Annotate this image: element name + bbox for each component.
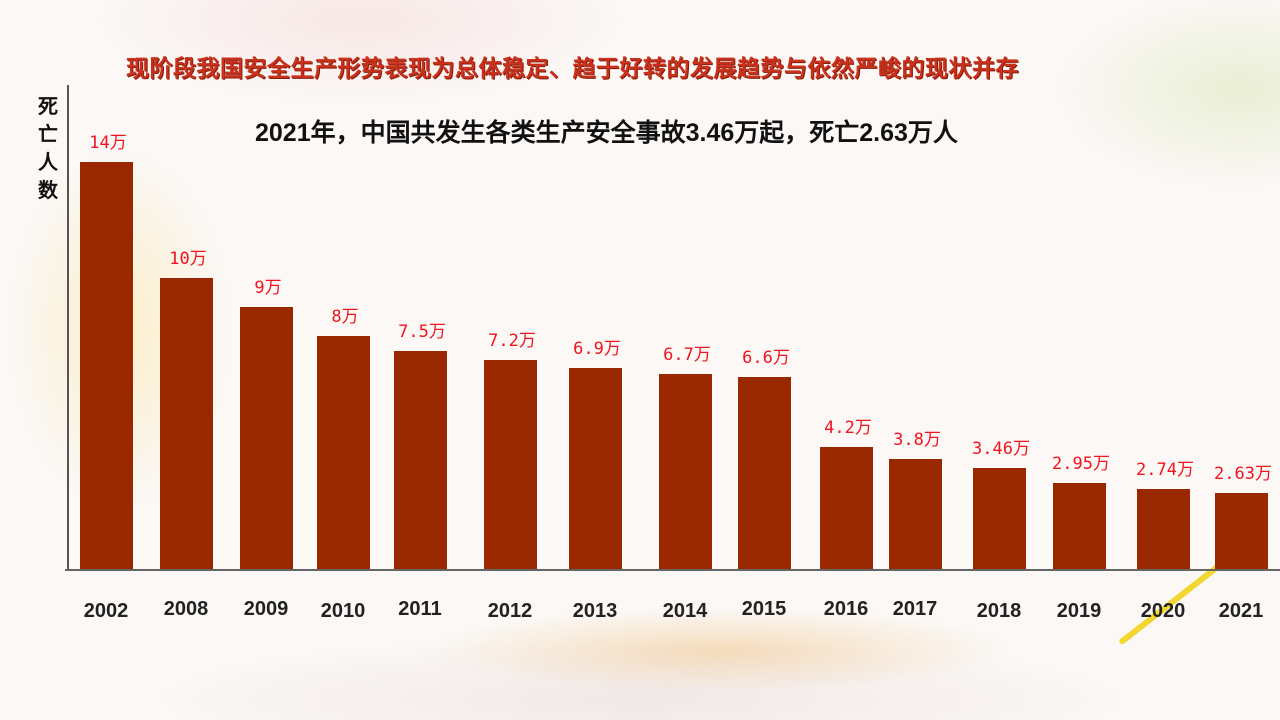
bar-2012 [483,359,537,569]
x-tick-label: 2012 [487,600,533,622]
x-tick-label: 2014 [662,600,708,622]
bar-2020 [1136,489,1190,569]
bar-2014 [658,374,712,569]
bar-2018 [972,468,1026,569]
bar-value-label: 9万 [254,278,282,299]
bar-value-label: 6.9万 [573,339,621,360]
bar-value-label: 3.8万 [893,429,941,450]
x-tick-label: 2015 [741,598,787,620]
x-tick-label: 2017 [892,598,938,620]
bar-2021 [1214,492,1268,569]
x-tick-label: 2002 [83,600,129,622]
bar-value-label: 4.2万 [824,417,872,438]
x-tick-label: 2019 [1056,600,1102,622]
bar-value-label: 2.74万 [1136,460,1194,481]
x-tick-label: 2010 [320,600,366,622]
bar-2010 [316,336,370,569]
bar-value-label: 6.7万 [663,345,711,366]
bar-2011 [393,350,447,569]
bar-2016 [819,446,873,569]
bar-value-label: 10万 [169,249,207,270]
y-axis-label: 死亡人数 [38,94,58,202]
x-tick-label: 2013 [572,600,618,622]
bar-value-label: 7.5万 [398,321,446,342]
bar-2013 [568,368,622,569]
slide-headline: 现阶段我国安全生产形势表现为总体稳定、趋于好转的发展趋势与依然严峻的现状并存 [126,56,1019,82]
y-axis-line [67,85,69,571]
bar-2008 [159,278,213,569]
bar-value-label: 2.95万 [1052,454,1110,475]
x-tick-label: 2021 [1218,600,1264,622]
bar-value-label: 8万 [331,307,359,328]
bar-2009 [239,307,293,569]
bar-2002 [79,162,133,569]
x-tick-label: 2009 [243,598,289,620]
bar-2019 [1052,483,1106,569]
x-axis-line [65,569,1280,571]
bar-2015 [737,377,791,569]
x-tick-label: 2016 [823,598,869,620]
x-tick-label: 2018 [976,600,1022,622]
x-tick-label: 2020 [1140,600,1186,622]
chart-subtitle: 2021年，中国共发生各类生产安全事故3.46万起，死亡2.63万人 [255,119,958,147]
bar-2017 [888,458,942,569]
bar-value-label: 14万 [89,133,127,153]
bar-value-label: 7.2万 [488,330,536,351]
x-tick-label: 2011 [398,598,442,620]
x-tick-label: 2008 [163,598,209,620]
bar-value-label: 2.63万 [1214,463,1272,484]
bar-value-label: 3.46万 [972,439,1030,460]
bar-value-label: 6.6万 [742,348,790,369]
